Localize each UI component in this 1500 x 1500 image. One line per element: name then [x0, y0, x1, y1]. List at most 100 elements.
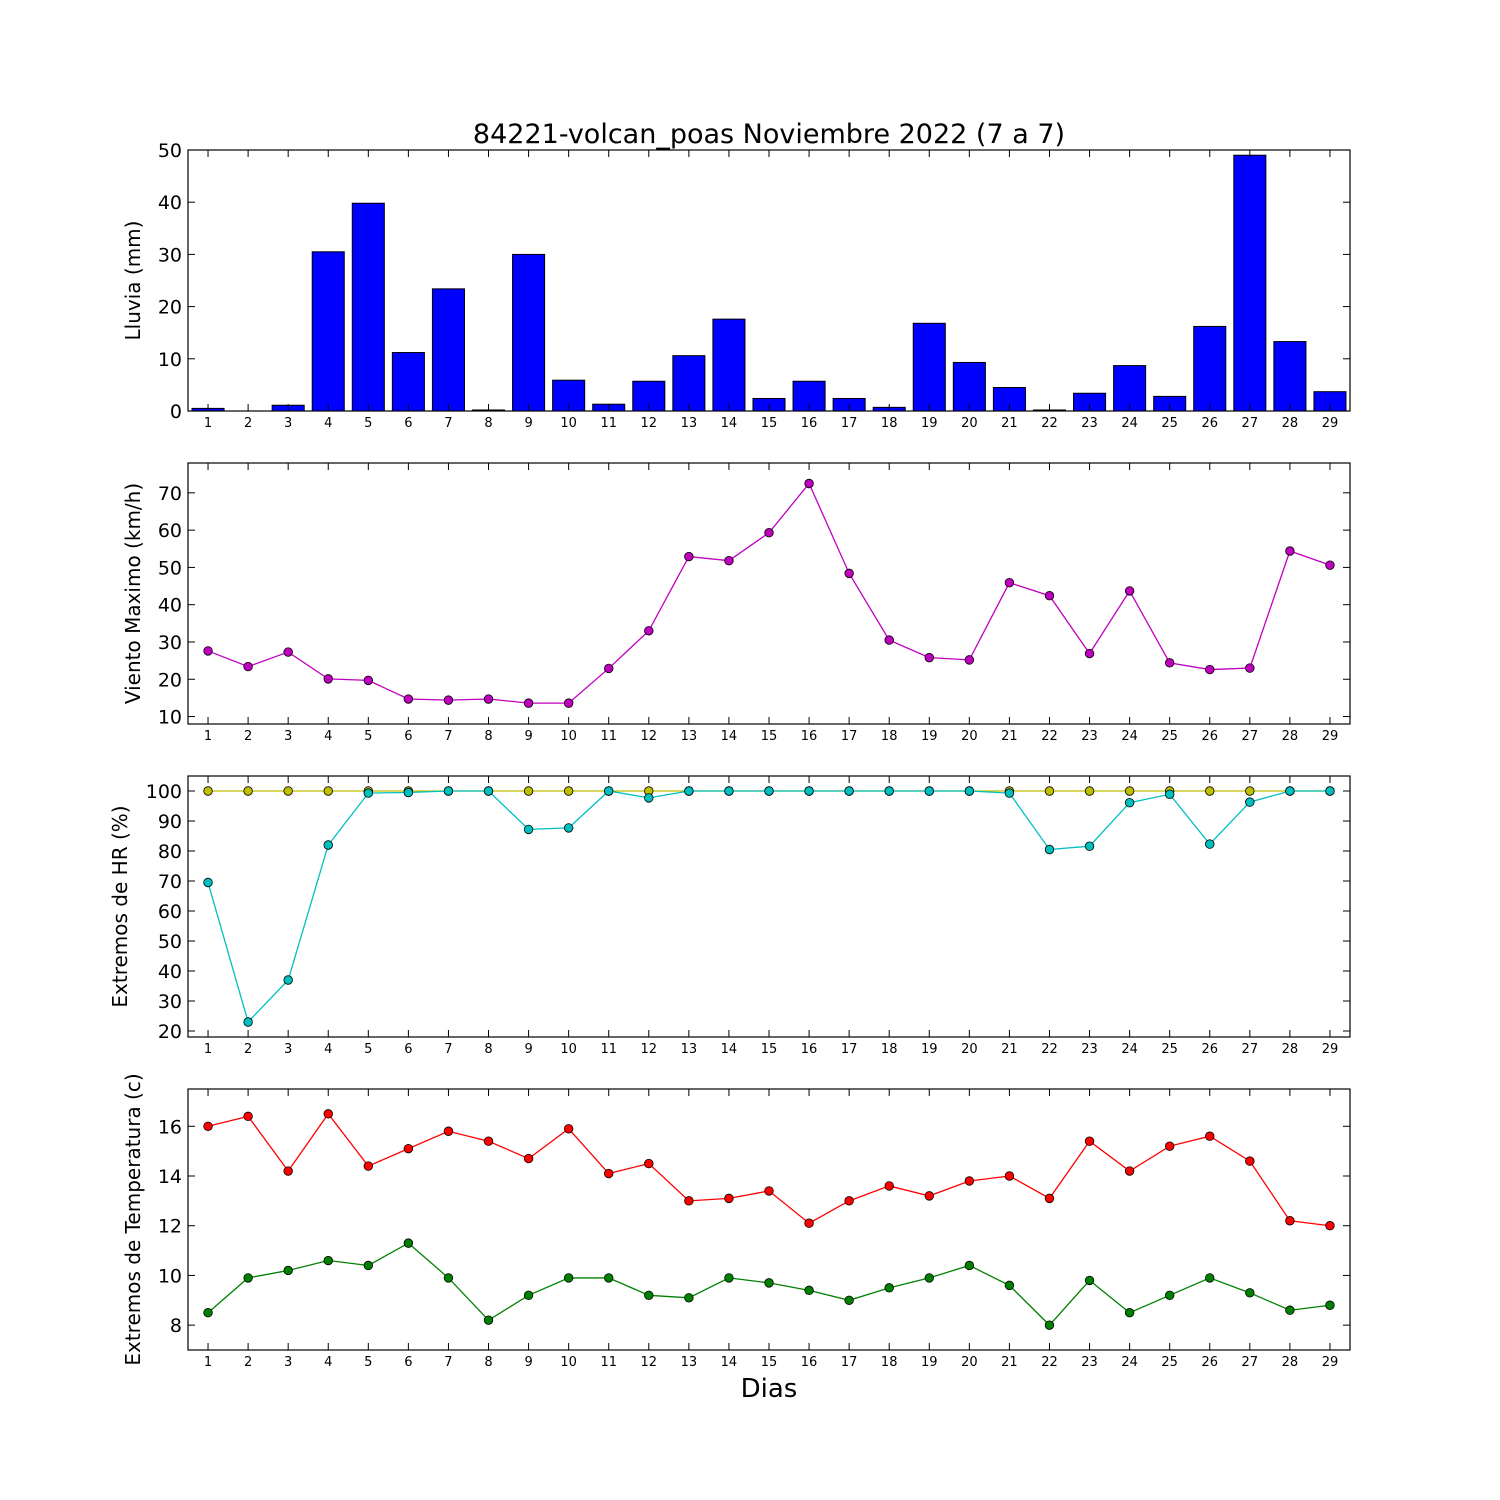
x-tick-label: 28 — [1282, 729, 1299, 744]
data-point — [1245, 1156, 1255, 1166]
x-tick-label: 22 — [1041, 729, 1058, 744]
data-point — [1285, 546, 1295, 556]
x-tick-label: 25 — [1161, 1355, 1178, 1370]
x-tick-label: 11 — [600, 1042, 617, 1057]
y-tick-label: 0 — [170, 401, 182, 423]
x-tick-label: 8 — [484, 729, 492, 744]
x-tick-label: 23 — [1081, 1355, 1098, 1370]
data-point — [1164, 1290, 1175, 1301]
y-tick-label: 10 — [158, 349, 182, 371]
data-point — [684, 786, 694, 796]
data-point — [764, 786, 774, 796]
x-tick-label: 13 — [681, 1355, 698, 1370]
y-tick-label: 70 — [158, 483, 182, 505]
x-tick-label: 29 — [1322, 416, 1339, 431]
x-tick-label: 29 — [1322, 1042, 1339, 1057]
x-tick-label: 2 — [244, 729, 252, 744]
data-point — [483, 694, 494, 704]
data-point — [243, 1273, 253, 1283]
data-point — [523, 1290, 534, 1301]
data-point — [323, 1255, 333, 1266]
x-tick-label: 16 — [801, 1355, 818, 1370]
y-tick-label: 60 — [158, 520, 182, 542]
data-point — [1285, 1216, 1295, 1226]
y-axis-label: Viento Maximo (km/h) — [121, 483, 145, 704]
data-point — [1245, 663, 1255, 673]
x-tick-label: 8 — [484, 416, 492, 431]
data-point — [1205, 839, 1215, 849]
data-point — [1285, 786, 1295, 796]
x-tick-label: 9 — [524, 1355, 532, 1370]
x-tick-label: 3 — [284, 416, 292, 431]
data-point — [1325, 560, 1335, 570]
data-point — [804, 1218, 814, 1228]
data-point — [1205, 664, 1215, 675]
x-tick-label: 19 — [921, 416, 938, 431]
x-tick-label: 14 — [721, 729, 738, 744]
x-tick-label: 26 — [1201, 416, 1218, 431]
data-point — [203, 1121, 213, 1131]
x-tick-label: 3 — [284, 1355, 292, 1370]
data-point — [1084, 1275, 1095, 1286]
x-tick-label: 21 — [1001, 1042, 1018, 1057]
x-tick-label: 24 — [1121, 729, 1138, 744]
data-point — [1004, 1171, 1015, 1181]
plot-frame — [187, 775, 1351, 1038]
plot-frame — [187, 1088, 1351, 1351]
data-point — [964, 1260, 975, 1271]
x-tick-label: 17 — [841, 1042, 858, 1057]
data-point — [844, 786, 854, 796]
data-point — [1044, 844, 1055, 855]
rain-bar — [391, 352, 425, 412]
y-tick-label: 14 — [158, 1166, 182, 1188]
x-tick-label: 21 — [1001, 1355, 1018, 1370]
rain-bar — [1193, 325, 1227, 412]
data-point — [764, 1278, 774, 1288]
data-point — [884, 786, 894, 796]
x-tick-label: 11 — [600, 416, 617, 431]
data-point — [523, 698, 534, 708]
y-tick-label: 40 — [158, 192, 182, 214]
y-tick-label: 70 — [158, 871, 182, 893]
data-point — [1205, 786, 1215, 796]
x-tick-label: 28 — [1282, 1042, 1299, 1057]
data-point — [323, 674, 333, 684]
x-tick-label: 24 — [1121, 1355, 1138, 1370]
x-tick-label: 12 — [641, 416, 658, 431]
data-point — [403, 1238, 414, 1248]
x-tick-label: 5 — [364, 1042, 372, 1057]
x-tick-label: 26 — [1201, 1042, 1218, 1057]
x-tick-label: 6 — [404, 416, 412, 431]
data-point — [363, 1260, 374, 1271]
data-point — [1084, 1136, 1095, 1146]
data-point — [884, 1283, 894, 1293]
data-point — [1164, 789, 1175, 800]
y-tick-label: 10 — [158, 707, 182, 729]
x-tick-label: 4 — [324, 729, 332, 744]
x-tick-label: 18 — [881, 1355, 898, 1370]
x-tick-label: 16 — [801, 1042, 818, 1057]
x-tick-label: 10 — [560, 1355, 577, 1370]
x-tick-label: 23 — [1081, 1042, 1098, 1057]
y-tick-label: 80 — [158, 841, 182, 863]
data-point — [563, 786, 574, 796]
data-point — [563, 823, 574, 833]
x-tick-label: 25 — [1161, 1042, 1178, 1057]
x-tick-label: 24 — [1121, 1042, 1138, 1057]
data-point — [684, 551, 694, 562]
rain-bar — [712, 318, 746, 412]
y-tick-label: 60 — [158, 901, 182, 923]
x-tick-label: 4 — [324, 416, 332, 431]
y-axis-label: Extremos de HR (%) — [108, 805, 132, 1007]
y-tick-label: 50 — [158, 557, 182, 579]
data-point — [203, 646, 213, 656]
x-tick-label: 22 — [1041, 1355, 1058, 1370]
x-tick-label: 14 — [721, 416, 738, 431]
y-tick-label: 40 — [158, 961, 182, 983]
x-tick-label: 5 — [364, 729, 372, 744]
x-tick-label: 6 — [404, 729, 412, 744]
y-tick-label: 100 — [146, 781, 182, 803]
data-point — [283, 1265, 293, 1276]
x-tick-label: 29 — [1322, 1355, 1339, 1370]
